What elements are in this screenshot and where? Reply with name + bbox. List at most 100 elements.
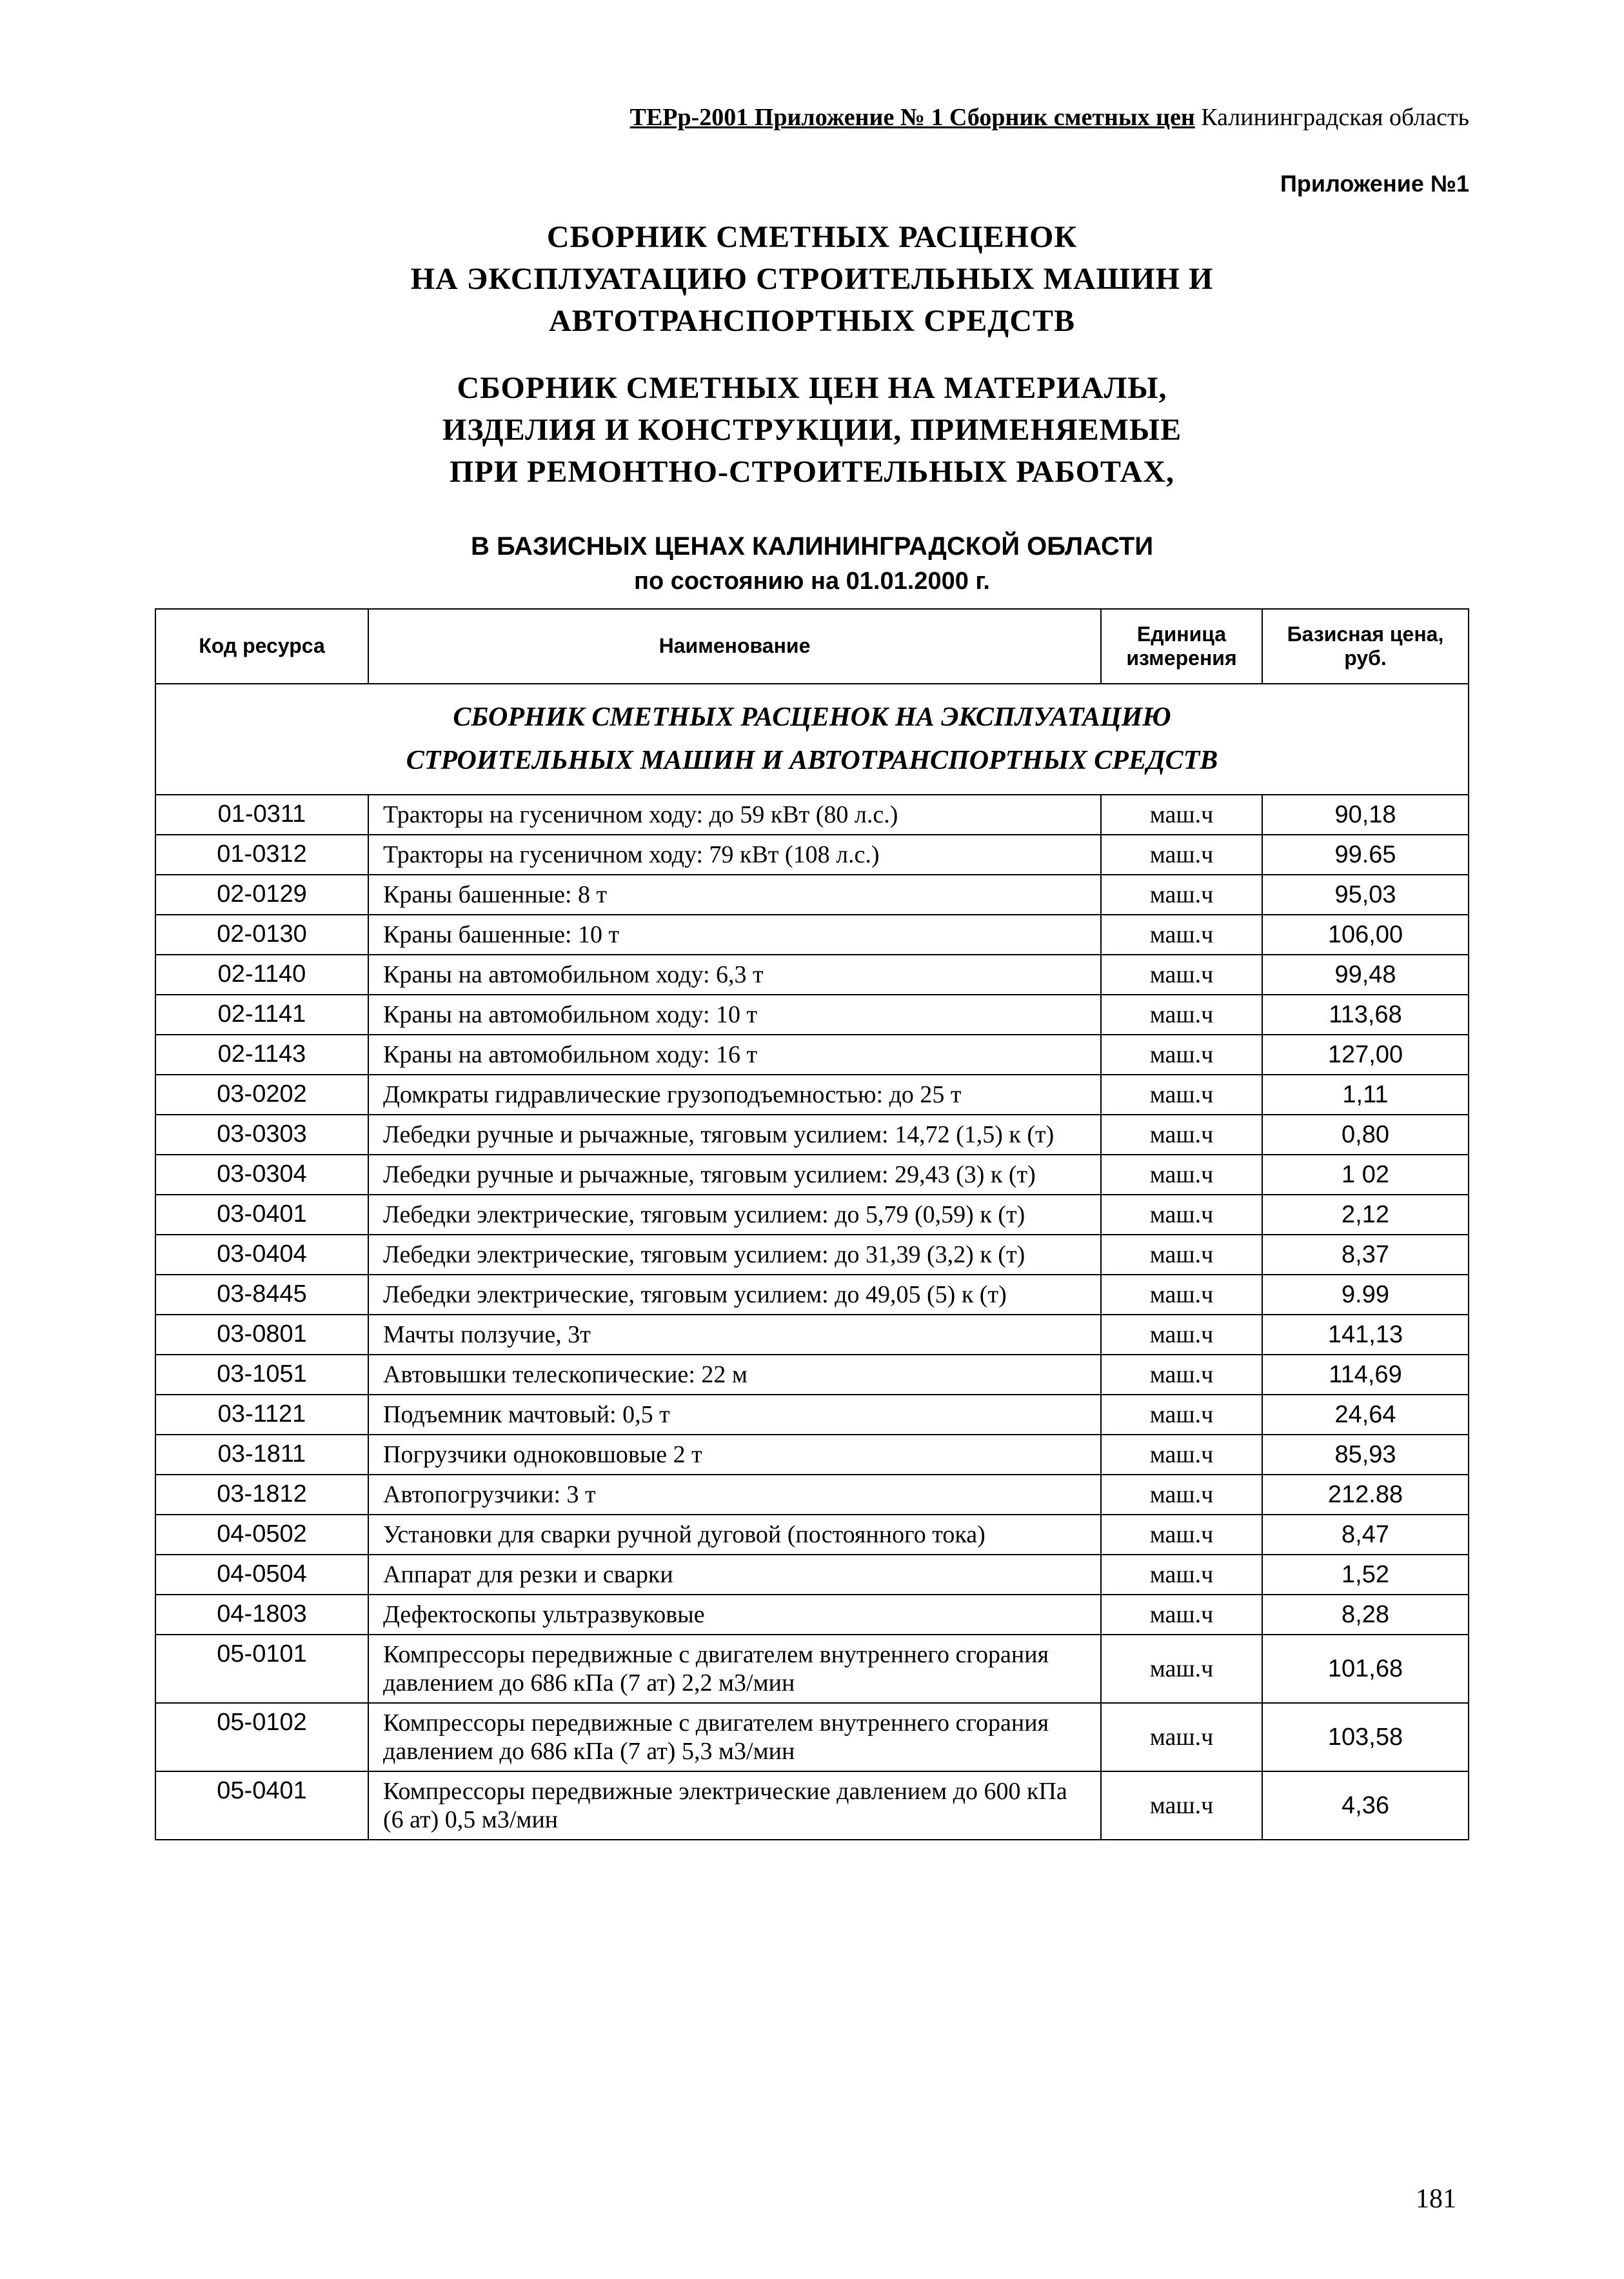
cell-name: Лебедки электрические, тяговым усилием: … [368, 1235, 1101, 1275]
cell-unit: маш.ч [1101, 1555, 1262, 1595]
cell-unit: маш.ч [1101, 995, 1262, 1035]
price-table: Код ресурса Наименование Единица измерен… [155, 608, 1469, 1840]
cell-name: Компрессоры передвижные с двигателем вну… [368, 1703, 1101, 1771]
col-code: Код ресурса [155, 609, 368, 684]
cell-price: 101,68 [1262, 1635, 1469, 1703]
cell-unit: маш.ч [1101, 1771, 1262, 1840]
cell-unit: маш.ч [1101, 875, 1262, 915]
table-row: 02-1140Краны на автомобильном ходу: 6,3 … [155, 955, 1469, 995]
table-row: 01-0312Тракторы на гусеничном ходу: 79 к… [155, 835, 1469, 875]
cell-code: 02-1141 [155, 995, 368, 1035]
cell-code: 05-0401 [155, 1771, 368, 1840]
section-title-cell: СБОРНИК СМЕТНЫХ РАСЦЕНОК НА ЭКСПЛУАТАЦИЮ… [155, 684, 1469, 795]
section-title-row: СБОРНИК СМЕТНЫХ РАСЦЕНОК НА ЭКСПЛУАТАЦИЮ… [155, 684, 1469, 795]
table-row: 04-0502Установки для сварки ручной дугов… [155, 1515, 1469, 1555]
cell-unit: маш.ч [1101, 1515, 1262, 1555]
table-row: 02-0130Краны башенные: 10 тмаш.ч106,00 [155, 915, 1469, 955]
cell-price: 8,37 [1262, 1235, 1469, 1275]
cell-unit: маш.ч [1101, 1235, 1262, 1275]
title-line: АВТОТРАНСПОРТНЫХ СРЕДСТВ [155, 301, 1469, 343]
cell-unit: маш.ч [1101, 1355, 1262, 1395]
cell-price: 113,68 [1262, 995, 1469, 1035]
cell-price: 2,12 [1262, 1195, 1469, 1235]
cell-unit: маш.ч [1101, 955, 1262, 995]
table-row: 03-8445Лебедки электрические, тяговым ус… [155, 1275, 1469, 1315]
cell-price: 85,93 [1262, 1435, 1469, 1475]
cell-price: 103,58 [1262, 1703, 1469, 1771]
cell-code: 03-0304 [155, 1155, 368, 1195]
cell-unit: маш.ч [1101, 1315, 1262, 1355]
cell-code: 01-0311 [155, 795, 368, 835]
running-header: ТЕРр-2001 Приложение № 1 Сборник сметных… [155, 103, 1469, 132]
cell-name: Компрессоры передвижные с двигателем вну… [368, 1635, 1101, 1703]
cell-name: Дефектоскопы ультразвуковые [368, 1595, 1101, 1635]
cell-unit: маш.ч [1101, 1155, 1262, 1195]
cell-price: 90,18 [1262, 795, 1469, 835]
table-row: 03-0801Мачты ползучие, 3тмаш.ч141,13 [155, 1315, 1469, 1355]
cell-unit: маш.ч [1101, 1035, 1262, 1075]
title-line: СБОРНИК СМЕТНЫХ РАСЦЕНОК [155, 217, 1469, 259]
cell-name: Компрессоры передвижные электрические да… [368, 1771, 1101, 1840]
cell-price: 8,47 [1262, 1515, 1469, 1555]
subheading: В БАЗИСНЫХ ЦЕНАХ КАЛИНИНГРАДСКОЙ ОБЛАСТИ [155, 532, 1469, 561]
table-row: 04-0504Аппарат для резки и сваркимаш.ч1,… [155, 1555, 1469, 1595]
cell-name: Автопогрузчики: 3 т [368, 1475, 1101, 1515]
cell-name: Аппарат для резки и сварки [368, 1555, 1101, 1595]
title-line: ПРИ РЕМОНТНО-СТРОИТЕЛЬНЫХ РАБОТАХ, [155, 452, 1469, 493]
col-name: Наименование [368, 609, 1101, 684]
table-row: 04-1803Дефектоскопы ультразвуковыемаш.ч8… [155, 1595, 1469, 1635]
table-row: 02-1143Краны на автомобильном ходу: 16 т… [155, 1035, 1469, 1075]
cell-price: 127,00 [1262, 1035, 1469, 1075]
cell-code: 02-0130 [155, 915, 368, 955]
table-row: 05-0101Компрессоры передвижные с двигате… [155, 1635, 1469, 1703]
col-price: Базисная цена, руб. [1262, 609, 1469, 684]
header-title-bold: ТЕРр-2001 Приложение № 1 Сборник сметных… [630, 104, 1195, 131]
cell-price: 24,64 [1262, 1395, 1469, 1435]
cell-unit: маш.ч [1101, 1635, 1262, 1703]
cell-price: 1,52 [1262, 1555, 1469, 1595]
main-title: СБОРНИК СМЕТНЫХ РАСЦЕНОК НА ЭКСПЛУАТАЦИЮ… [155, 217, 1469, 493]
cell-code: 05-0102 [155, 1703, 368, 1771]
cell-name: Домкраты гидравлические грузоподъемность… [368, 1075, 1101, 1115]
cell-name: Краны башенные: 8 т [368, 875, 1101, 915]
table-row: 03-0303Лебедки ручные и рычажные, тяговы… [155, 1115, 1469, 1155]
cell-unit: маш.ч [1101, 795, 1262, 835]
table-row: 05-0102Компрессоры передвижные с двигате… [155, 1703, 1469, 1771]
cell-price: 8,28 [1262, 1595, 1469, 1635]
table-row: 03-0404Лебедки электрические, тяговым ус… [155, 1235, 1469, 1275]
cell-name: Автовышки телескопические: 22 м [368, 1355, 1101, 1395]
col-unit: Единица измерения [1101, 609, 1262, 684]
cell-code: 03-1811 [155, 1435, 368, 1475]
cell-code: 03-0404 [155, 1235, 368, 1275]
cell-unit: маш.ч [1101, 1703, 1262, 1771]
cell-name: Погрузчики одноковшовые 2 т [368, 1435, 1101, 1475]
table-row: 03-0304Лебедки ручные и рычажные, тяговы… [155, 1155, 1469, 1195]
cell-name: Краны на автомобильном ходу: 10 т [368, 995, 1101, 1035]
header-region: Калининградская область [1195, 104, 1469, 131]
cell-price: 9.99 [1262, 1275, 1469, 1315]
cell-price: 99.65 [1262, 835, 1469, 875]
cell-price: 1 02 [1262, 1155, 1469, 1195]
cell-name: Мачты ползучие, 3т [368, 1315, 1101, 1355]
title-line: СБОРНИК СМЕТНЫХ ЦЕН НА МАТЕРИАЛЫ, [155, 368, 1469, 410]
cell-name: Лебедки электрические, тяговым усилием: … [368, 1195, 1101, 1235]
cell-code: 04-1803 [155, 1595, 368, 1635]
cell-code: 03-1812 [155, 1475, 368, 1515]
cell-unit: маш.ч [1101, 1435, 1262, 1475]
cell-code: 03-0801 [155, 1315, 368, 1355]
table-row: 03-1121Подъемник мачтовый: 0,5 тмаш.ч24,… [155, 1395, 1469, 1435]
cell-name: Тракторы на гусеничном ходу: 79 кВт (108… [368, 835, 1101, 875]
table-row: 03-0202Домкраты гидравлические грузоподъ… [155, 1075, 1469, 1115]
table-row: 01-0311Тракторы на гусеничном ходу: до 5… [155, 795, 1469, 835]
section-title-line: СБОРНИК СМЕТНЫХ РАСЦЕНОК НА ЭКСПЛУАТАЦИЮ [163, 696, 1461, 739]
cell-code: 03-0401 [155, 1195, 368, 1235]
subheading-date: по состоянию на 01.01.2000 г. [155, 568, 1469, 595]
title-line: НА ЭКСПЛУАТАЦИЮ СТРОИТЕЛЬНЫХ МАШИН И [155, 259, 1469, 301]
cell-price: 106,00 [1262, 915, 1469, 955]
cell-unit: маш.ч [1101, 1075, 1262, 1115]
cell-name: Лебедки электрические, тяговым усилием: … [368, 1275, 1101, 1315]
cell-code: 02-1143 [155, 1035, 368, 1075]
table-row: 02-1141Краны на автомобильном ходу: 10 т… [155, 995, 1469, 1035]
cell-code: 03-0303 [155, 1115, 368, 1155]
cell-price: 212.88 [1262, 1475, 1469, 1515]
